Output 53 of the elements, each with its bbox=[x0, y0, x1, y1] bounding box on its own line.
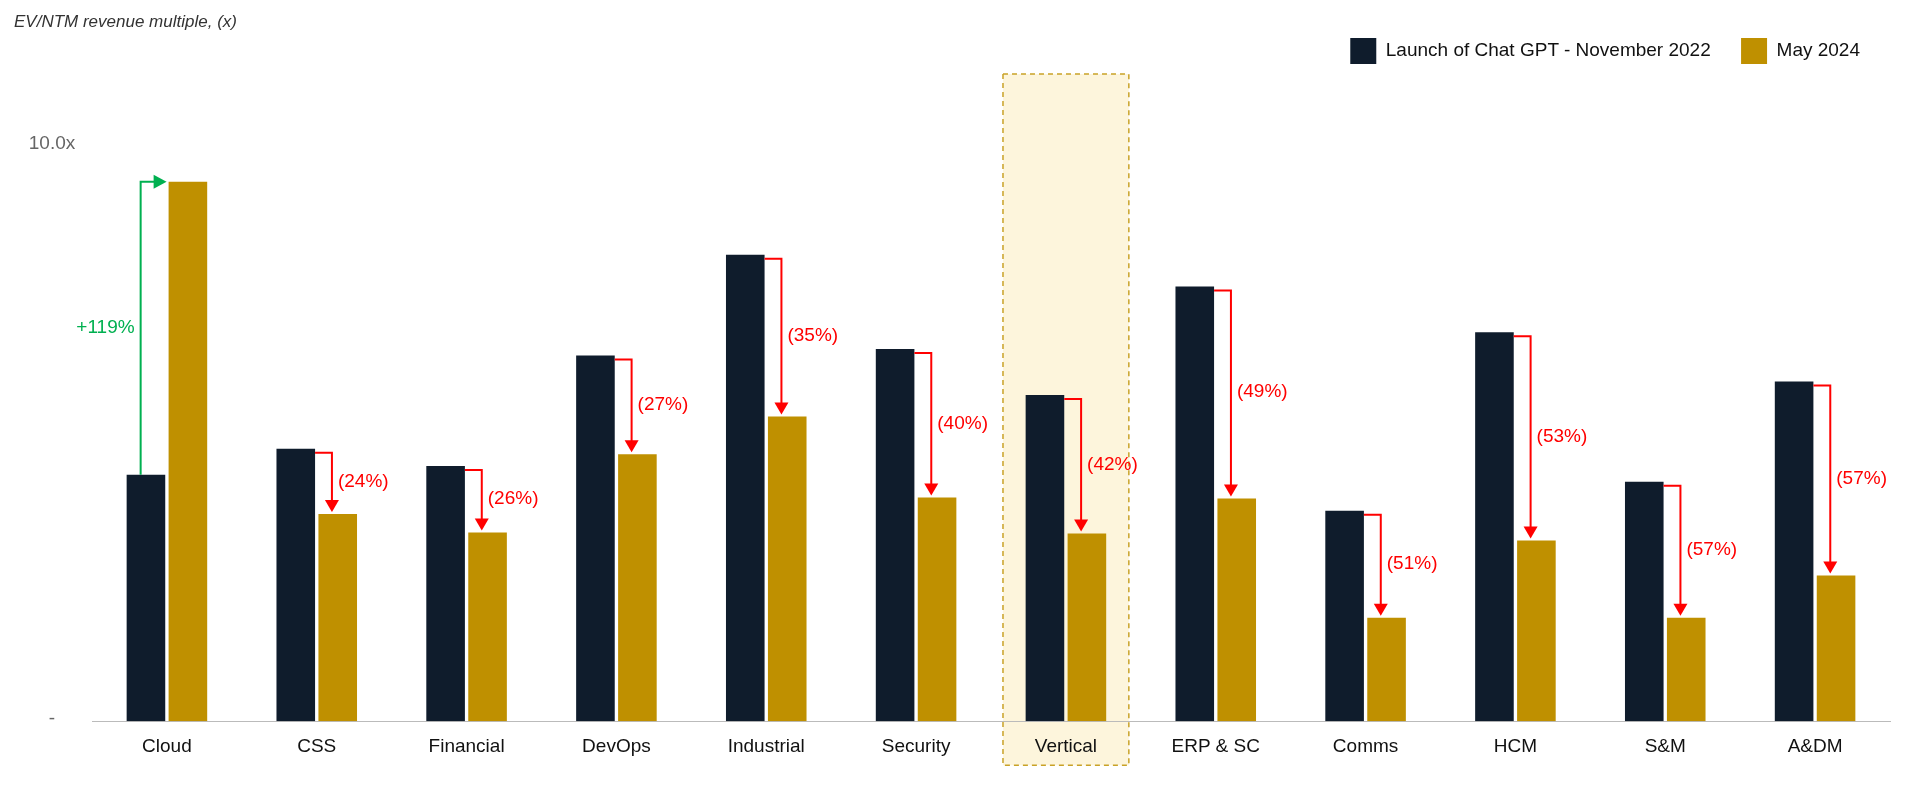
bar bbox=[875, 349, 915, 722]
bar bbox=[318, 514, 358, 722]
bar bbox=[468, 532, 507, 722]
legend-label: May 2024 bbox=[1776, 39, 1861, 61]
bar bbox=[1367, 617, 1406, 722]
annotation: (42%) bbox=[1087, 452, 1138, 474]
text: EV/NTM revenue multiple, (x) bbox=[14, 11, 237, 31]
bar bbox=[1816, 575, 1856, 722]
bar bbox=[618, 454, 657, 722]
x-tick-label: S&M bbox=[1644, 734, 1686, 756]
x-tick-label: ERP & SC bbox=[1171, 734, 1260, 756]
x-tick-label: A&DM bbox=[1787, 734, 1843, 756]
annotation: (35%) bbox=[787, 324, 839, 346]
bar bbox=[1025, 394, 1065, 722]
annotation: (24%) bbox=[337, 469, 389, 491]
bar bbox=[126, 474, 166, 722]
annotation: +119% bbox=[76, 315, 135, 337]
bar bbox=[576, 355, 615, 722]
x-tick-label: HCM bbox=[1493, 734, 1538, 756]
bar bbox=[1067, 533, 1107, 722]
annotation: (49%) bbox=[1236, 380, 1288, 402]
text: 10.0x bbox=[28, 132, 76, 154]
bar bbox=[1217, 498, 1257, 722]
text: - bbox=[48, 707, 56, 729]
bar bbox=[168, 181, 208, 722]
x-tick-label: Vertical bbox=[1034, 734, 1098, 756]
x-tick-label: Comms bbox=[1332, 734, 1399, 756]
bar bbox=[1624, 481, 1664, 722]
annotation: (57%) bbox=[1686, 538, 1738, 560]
bar bbox=[276, 448, 316, 722]
bar bbox=[1325, 510, 1364, 722]
bar bbox=[1175, 286, 1215, 722]
legend-label: Launch of Chat GPT - November 2022 bbox=[1385, 39, 1711, 61]
annotation: (40%) bbox=[937, 411, 988, 433]
x-tick-label: Financial bbox=[428, 734, 505, 756]
x-tick-label: Cloud bbox=[142, 734, 192, 756]
bar bbox=[1517, 540, 1556, 722]
bar bbox=[1475, 332, 1514, 722]
bar bbox=[1774, 381, 1814, 722]
bar bbox=[725, 254, 765, 722]
bar bbox=[426, 466, 465, 722]
annotation: (57%) bbox=[1836, 466, 1887, 488]
annotation: (53%) bbox=[1536, 424, 1588, 446]
x-tick-label: Industrial bbox=[727, 734, 805, 756]
x-tick-label: CSS bbox=[297, 734, 337, 756]
bar bbox=[767, 416, 807, 722]
annotation: (26%) bbox=[487, 486, 539, 508]
bar bbox=[917, 497, 957, 722]
x-tick-label: DevOps bbox=[582, 734, 651, 756]
bar bbox=[1666, 617, 1706, 722]
annotation: (51%) bbox=[1386, 552, 1438, 574]
x-tick-label: Security bbox=[881, 734, 951, 756]
annotation: (27%) bbox=[637, 392, 689, 414]
